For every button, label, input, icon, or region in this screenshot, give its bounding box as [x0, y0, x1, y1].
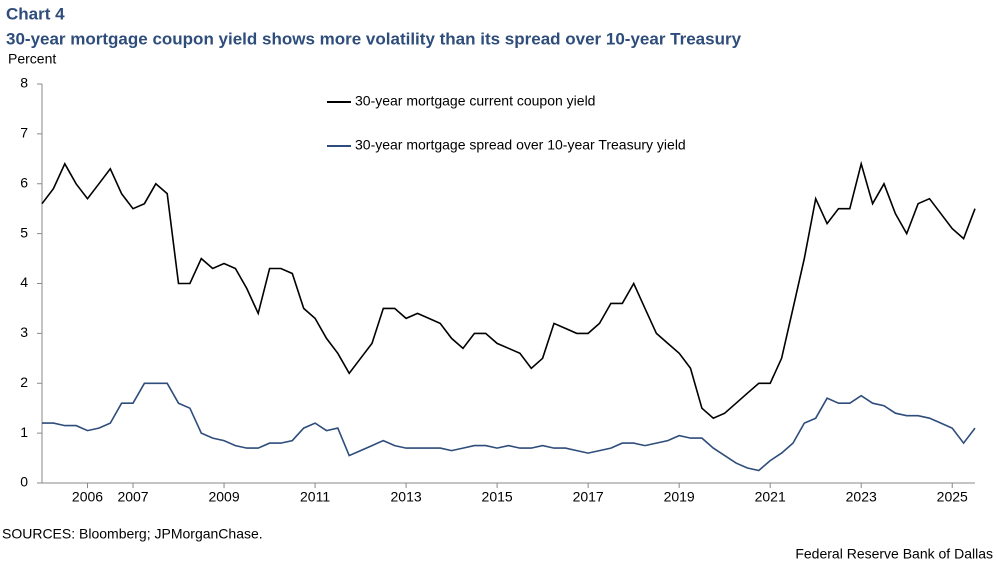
- y-tick-label: 6: [20, 174, 28, 190]
- y-tick-label: 8: [20, 75, 28, 91]
- x-tick-label: 2009: [208, 489, 239, 505]
- legend-label: 30-year mortgage current coupon yield: [355, 93, 595, 109]
- x-tick-label: 2025: [937, 489, 968, 505]
- y-axis-title: Percent: [8, 51, 56, 67]
- y-tick-label: 5: [20, 224, 28, 240]
- x-tick-label: 2023: [846, 489, 877, 505]
- x-tick-label: 2015: [482, 489, 513, 505]
- chart-label: Chart 4: [6, 4, 65, 23]
- series-line: [42, 382, 976, 472]
- source-note: SOURCES: Bloomberg; JPMorganChase.: [2, 526, 263, 542]
- series-line: [41, 160, 976, 420]
- x-tick-label: 2019: [664, 489, 695, 505]
- x-tick-label: 2017: [573, 489, 604, 505]
- x-tick-label: 2013: [391, 489, 422, 505]
- x-tick-label: 2011: [300, 489, 330, 505]
- legend-label: 30-year mortgage spread over 10-year Tre…: [355, 137, 686, 153]
- x-tick-label: 2007: [117, 489, 148, 505]
- x-tick-label: 2021: [755, 489, 786, 505]
- credit: Federal Reserve Bank of Dallas: [795, 546, 993, 562]
- y-tick-label: 3: [20, 324, 28, 340]
- y-tick-label: 1: [20, 424, 28, 440]
- y-tick-label: 0: [20, 474, 28, 490]
- x-tick-label: 2006: [72, 489, 103, 505]
- y-tick-label: 7: [20, 125, 28, 141]
- y-tick-label: 2: [20, 374, 28, 390]
- y-tick-label: 4: [20, 274, 28, 290]
- chart-title: 30-year mortgage coupon yield shows more…: [6, 29, 742, 48]
